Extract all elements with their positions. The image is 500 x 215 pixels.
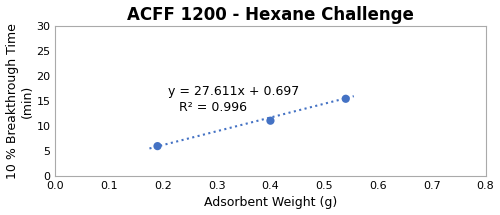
X-axis label: Adsorbent Weight (g): Adsorbent Weight (g) [204,197,337,209]
Point [342,97,349,100]
Text: R² = 0.996: R² = 0.996 [179,101,247,114]
Point [154,144,162,148]
Y-axis label: 10 % Breakthrough Time
(min): 10 % Breakthrough Time (min) [6,23,34,179]
Title: ACFF 1200 - Hexane Challenge: ACFF 1200 - Hexane Challenge [127,6,414,24]
Point [266,119,274,122]
Text: y = 27.611x + 0.697: y = 27.611x + 0.697 [168,85,300,98]
